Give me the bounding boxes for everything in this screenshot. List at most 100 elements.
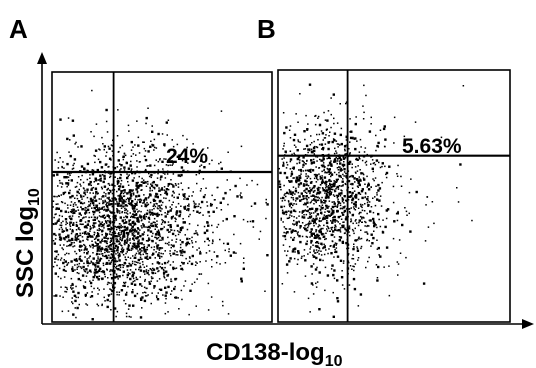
scatter-point xyxy=(357,181,360,184)
scatter-point xyxy=(310,159,313,162)
scatter-point xyxy=(63,265,66,268)
scatter-point xyxy=(285,167,288,169)
scatter-point xyxy=(131,190,134,192)
scatter-point xyxy=(77,291,80,295)
scatter-point xyxy=(282,112,285,114)
scatter-point xyxy=(373,162,376,164)
scatter-point xyxy=(131,234,134,236)
scatter-point xyxy=(72,287,74,289)
scatter-point xyxy=(98,211,101,214)
scatter-point xyxy=(96,207,99,209)
scatter-point xyxy=(162,201,164,204)
scatter-point xyxy=(317,235,320,238)
scatter-point xyxy=(309,202,312,204)
scatter-point xyxy=(309,143,312,146)
scatter-point xyxy=(316,246,318,248)
scatter-point xyxy=(66,229,69,232)
scatter-point xyxy=(353,202,356,206)
scatter-point xyxy=(155,232,158,235)
scatter-point xyxy=(109,237,112,240)
scatter-point xyxy=(294,189,298,193)
scatter-point xyxy=(359,184,361,187)
scatter-point xyxy=(303,164,305,167)
scatter-point xyxy=(160,210,162,212)
scatter-point xyxy=(376,248,379,250)
scatter-point xyxy=(350,220,352,223)
scatter-point xyxy=(56,222,58,224)
scatter-point xyxy=(424,240,427,242)
scatter-point xyxy=(142,215,146,218)
scatter-point xyxy=(350,207,352,209)
scatter-point xyxy=(116,210,119,213)
y-axis-arrow xyxy=(37,52,47,324)
scatter-point xyxy=(301,216,303,219)
scatter-point xyxy=(292,204,294,207)
scatter-point xyxy=(320,199,322,201)
scatter-point xyxy=(338,185,341,187)
scatter-point xyxy=(182,194,186,198)
scatter-point xyxy=(82,285,85,287)
scatter-point xyxy=(129,242,132,244)
scatter-point xyxy=(161,187,163,189)
scatter-point xyxy=(104,240,107,243)
scatter-point xyxy=(333,243,336,246)
scatter-point xyxy=(341,169,343,171)
scatter-point xyxy=(118,202,120,205)
scatter-point xyxy=(307,210,309,213)
scatter-point xyxy=(86,188,89,191)
scatter-point xyxy=(117,195,119,197)
scatter-point xyxy=(137,250,139,252)
scatter-point xyxy=(114,203,117,205)
scatter-point xyxy=(59,182,61,184)
scatter-point xyxy=(147,258,149,260)
scatter-point xyxy=(81,223,83,226)
scatter-point xyxy=(240,277,243,280)
scatter-point xyxy=(344,149,346,152)
scatter-point xyxy=(130,249,133,251)
scatter-point xyxy=(64,238,66,241)
scatter-point xyxy=(228,250,230,253)
scatter-point xyxy=(127,285,129,288)
scatter-point xyxy=(210,296,213,298)
scatter-point xyxy=(75,224,79,227)
scatter-point xyxy=(134,254,137,256)
scatter-point xyxy=(79,201,83,205)
scatter-point xyxy=(114,258,117,260)
scatter-point xyxy=(65,291,68,293)
scatter-point xyxy=(349,153,351,155)
scatter-point xyxy=(126,192,129,195)
scatter-point xyxy=(144,198,146,201)
scatter-point xyxy=(69,221,72,224)
scatter-point xyxy=(66,162,69,166)
scatter-point xyxy=(339,103,341,105)
scatter-point xyxy=(381,162,384,165)
scatter-point xyxy=(333,218,337,222)
scatter-point xyxy=(118,200,121,203)
scatter-point xyxy=(235,252,237,254)
scatter-point xyxy=(155,202,157,205)
scatter-point xyxy=(105,108,108,112)
scatter-point xyxy=(334,189,336,191)
scatter-point xyxy=(85,248,88,251)
scatter-point xyxy=(243,257,245,259)
scatter-point xyxy=(84,295,87,297)
scatter-point xyxy=(333,202,336,205)
scatter-point xyxy=(315,146,318,148)
scatter-point xyxy=(105,204,107,206)
scatter-point xyxy=(54,238,57,240)
scatter-point xyxy=(157,205,159,207)
scatter-point xyxy=(85,233,88,235)
scatter-point xyxy=(105,261,109,265)
scatter-point xyxy=(176,214,178,216)
scatter-point xyxy=(163,143,166,146)
scatter-point xyxy=(323,217,326,220)
scatter-point xyxy=(339,229,342,231)
scatter-point xyxy=(265,201,267,204)
scatter-point xyxy=(306,160,308,162)
scatter-point xyxy=(135,184,138,187)
scatter-point xyxy=(71,283,74,286)
scatter-point xyxy=(189,213,191,216)
scatter-point xyxy=(187,207,190,211)
scatter-point xyxy=(120,251,122,253)
scatter-point xyxy=(164,192,166,194)
